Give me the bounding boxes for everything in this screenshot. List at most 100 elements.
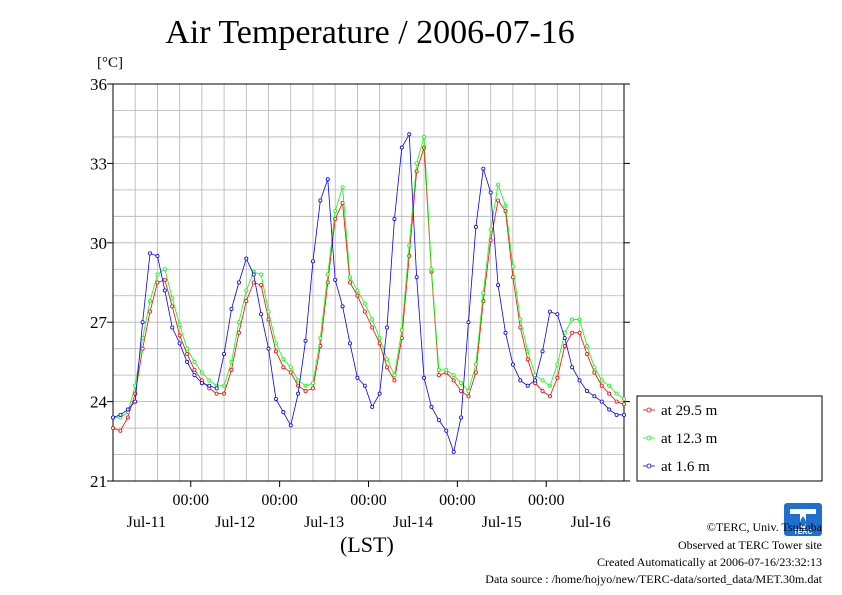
data-point bbox=[222, 351, 227, 356]
data-point bbox=[281, 365, 286, 370]
x-date-label: Jul-13 bbox=[304, 514, 344, 531]
data-point bbox=[570, 365, 575, 370]
data-point bbox=[481, 166, 486, 171]
data-point bbox=[614, 399, 619, 404]
data-point bbox=[192, 373, 197, 378]
data-point bbox=[622, 412, 627, 417]
data-point bbox=[577, 378, 582, 383]
data-point bbox=[540, 389, 545, 394]
series-2 bbox=[111, 134, 627, 420]
data-point bbox=[229, 306, 234, 311]
data-point bbox=[385, 357, 390, 362]
data-point bbox=[236, 330, 241, 335]
data-point bbox=[148, 309, 153, 314]
data-point bbox=[540, 349, 545, 354]
credit-copyright: ©TERC, Univ. Tsukuba bbox=[706, 520, 822, 534]
data-point bbox=[340, 304, 345, 309]
data-point bbox=[607, 383, 612, 388]
data-point bbox=[459, 389, 464, 394]
credit-observed: Observed at TERC Tower site bbox=[677, 538, 822, 552]
data-point bbox=[310, 259, 315, 264]
data-point bbox=[266, 317, 271, 322]
data-point bbox=[318, 198, 323, 203]
data-point bbox=[399, 328, 404, 333]
data-point bbox=[518, 378, 523, 383]
data-point bbox=[140, 320, 145, 325]
data-point bbox=[562, 336, 567, 341]
data-point bbox=[407, 132, 412, 137]
data-point bbox=[155, 280, 160, 285]
data-point bbox=[607, 391, 612, 396]
series-line bbox=[112, 147, 625, 432]
data-point bbox=[377, 391, 382, 396]
svg-text:TERC: TERC bbox=[793, 529, 812, 536]
data-point bbox=[296, 378, 301, 383]
y-tick-label: 33 bbox=[90, 154, 107, 173]
data-point bbox=[303, 383, 308, 388]
data-point bbox=[510, 264, 515, 269]
data-point bbox=[118, 412, 123, 417]
data-point bbox=[385, 365, 390, 370]
series-1 bbox=[111, 145, 627, 433]
data-point bbox=[177, 333, 182, 338]
data-point bbox=[496, 182, 501, 187]
legend-label: at 1.6 m bbox=[661, 459, 710, 475]
data-point bbox=[347, 341, 352, 346]
x-axis-label: (LST) bbox=[340, 532, 394, 557]
legend-box bbox=[636, 395, 823, 482]
data-point bbox=[177, 322, 182, 327]
data-point bbox=[622, 402, 627, 407]
legend-label: at 12.3 m bbox=[661, 431, 718, 447]
y-tick-label: 27 bbox=[90, 313, 108, 332]
data-point bbox=[310, 381, 315, 386]
data-point bbox=[392, 373, 397, 378]
data-point bbox=[170, 304, 175, 309]
data-point bbox=[192, 359, 197, 364]
data-point bbox=[577, 317, 582, 322]
data-point bbox=[333, 209, 338, 214]
series-line bbox=[112, 132, 624, 454]
data-point bbox=[422, 375, 427, 380]
data-point bbox=[599, 399, 604, 404]
data-point bbox=[266, 309, 271, 314]
data-point bbox=[525, 357, 530, 362]
data-point bbox=[251, 272, 256, 277]
data-point bbox=[473, 362, 478, 367]
data-point bbox=[170, 325, 175, 330]
data-point bbox=[570, 330, 575, 335]
data-point bbox=[503, 203, 508, 208]
data-point bbox=[355, 375, 360, 380]
data-point bbox=[244, 288, 249, 293]
grid-lines bbox=[113, 84, 624, 481]
data-point bbox=[259, 283, 264, 288]
data-point bbox=[466, 320, 471, 325]
data-point bbox=[488, 190, 493, 195]
data-point bbox=[607, 407, 612, 412]
x-axis: 00:00 00:00 00:00 00:00 00:00 Jul-11 Jul-12 Jul… bbox=[127, 481, 611, 531]
data-point bbox=[584, 344, 589, 349]
y-tick-label: 24 bbox=[90, 393, 108, 412]
data-point bbox=[436, 373, 441, 378]
data-point bbox=[518, 317, 523, 322]
data-point bbox=[155, 272, 160, 277]
data-point bbox=[496, 283, 501, 288]
data-point bbox=[185, 359, 190, 364]
y-axis: 21 24 27 30 33 36 bbox=[90, 75, 630, 491]
data-point bbox=[362, 383, 367, 388]
data-point bbox=[496, 198, 501, 203]
data-point bbox=[288, 370, 293, 375]
data-point bbox=[214, 391, 219, 396]
x-time-label: 00:00 bbox=[350, 492, 386, 509]
data-point bbox=[125, 407, 130, 412]
data-point bbox=[422, 145, 427, 150]
legend: at 29.5 m at 12.3 m at 1.6 m bbox=[636, 395, 823, 482]
credit-created: Created Automatically at 2006-07-16/23:3… bbox=[597, 555, 822, 569]
data-point bbox=[473, 224, 478, 229]
data-point bbox=[170, 296, 175, 301]
data-point bbox=[614, 391, 619, 396]
x-time-label: 00:00 bbox=[439, 492, 475, 509]
data-point bbox=[118, 428, 123, 433]
data-point bbox=[259, 272, 264, 277]
data-point bbox=[347, 275, 352, 280]
